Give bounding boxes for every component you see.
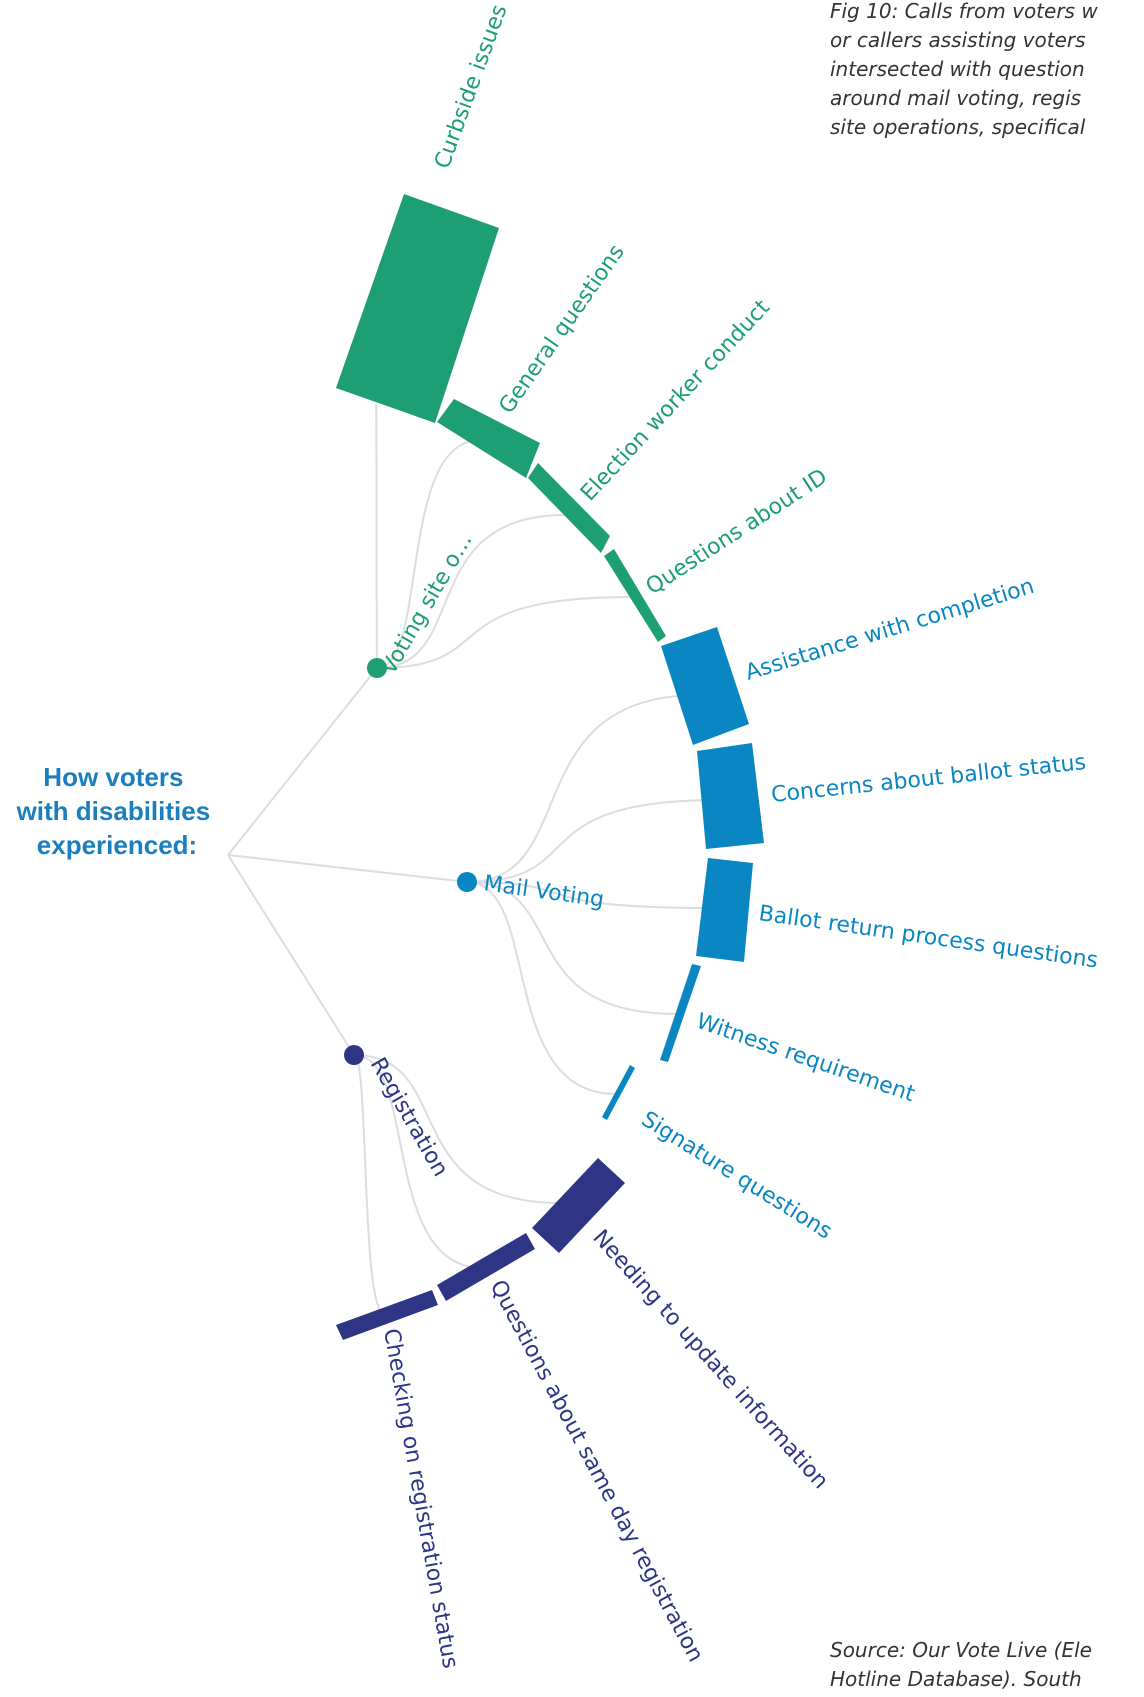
node-voting-site — [367, 658, 387, 678]
bar-general — [437, 399, 540, 478]
leaf-label-id-questions: Questions about ID — [642, 464, 832, 600]
root-title: How voters with disabilities experienced… — [16, 762, 218, 860]
source-line-2: Hotline Database). South — [830, 1667, 1082, 1691]
leaf-label-ballot-status: Concerns about ballot status — [770, 750, 1087, 808]
caption-line-5: site operations, specifical — [830, 115, 1086, 139]
leaf-label-update-info: Needing to update information — [588, 1225, 833, 1494]
bar-ballot-return — [696, 858, 753, 962]
bar-curbside — [336, 194, 499, 423]
link-assistance — [466, 694, 701, 883]
root-title-line-2: with disabilities — [16, 796, 211, 826]
source-note: Source: Our Vote Live (Ele Hotline Datab… — [830, 1638, 1098, 1691]
link-worker-conduct — [376, 514, 566, 669]
figure-caption: Fig 10: Calls from voters w or callers a… — [830, 0, 1104, 139]
node-mail-voting — [457, 872, 477, 892]
leaf-label-curbside: Curbside issues — [430, 2, 512, 173]
bar-worker-conduct — [528, 463, 610, 553]
leaf-label-general: General questions — [494, 240, 629, 418]
bars-layer — [336, 194, 764, 1340]
link-general — [376, 439, 481, 669]
leaf-label-ballot-return: Ballot return process questions — [757, 901, 1099, 973]
caption-line-4: around mail voting, regis — [830, 86, 1081, 110]
link-root-mail-voting — [227, 854, 468, 883]
link-update-info — [353, 1054, 561, 1204]
nodes-layer — [344, 658, 477, 1065]
link-curbside — [375, 403, 378, 669]
bar-id-questions — [604, 549, 666, 642]
link-id-questions — [376, 596, 632, 669]
link-witness — [466, 881, 678, 1015]
link-root-registration — [227, 854, 355, 1056]
caption-line-2: or callers assisting voters — [830, 28, 1086, 52]
leaf-label-signature: Signature questions — [637, 1107, 837, 1245]
bar-checking-status — [336, 1290, 438, 1340]
bar-ballot-status — [697, 743, 764, 849]
link-ballot-return — [466, 881, 711, 909]
source-line-1: Source: Our Vote Live (Ele — [830, 1638, 1092, 1662]
leaf-label-checking-status: Checking on registration status — [378, 1327, 462, 1671]
leaf-label-assistance: Assistance with completion — [742, 574, 1037, 686]
node-registration — [344, 1045, 364, 1065]
root-title-line-3: experienced: — [37, 830, 197, 860]
links-layer — [227, 403, 719, 1315]
link-signature — [466, 881, 617, 1095]
bar-signature — [602, 1065, 635, 1120]
bar-assistance — [661, 627, 749, 745]
leaf-label-worker-conduct: Election worker conduct — [576, 295, 775, 506]
link-ballot-status — [466, 799, 719, 883]
link-checking-status — [353, 1054, 386, 1315]
group-label-voting-site: Voting site o… — [377, 529, 478, 679]
caption-line-1: Fig 10: Calls from voters w — [830, 0, 1098, 23]
bar-update-info — [532, 1158, 625, 1253]
leaf-label-witness: Witness requirement — [693, 1009, 918, 1107]
bar-same-day — [437, 1233, 535, 1301]
group-label-registration: Registration — [365, 1054, 453, 1181]
caption-line-3: intersected with question — [830, 57, 1085, 81]
link-root-voting-site — [227, 667, 378, 856]
bar-witness — [660, 964, 701, 1062]
root-title-line-1: How voters — [43, 762, 183, 792]
link-same-day — [353, 1054, 484, 1269]
